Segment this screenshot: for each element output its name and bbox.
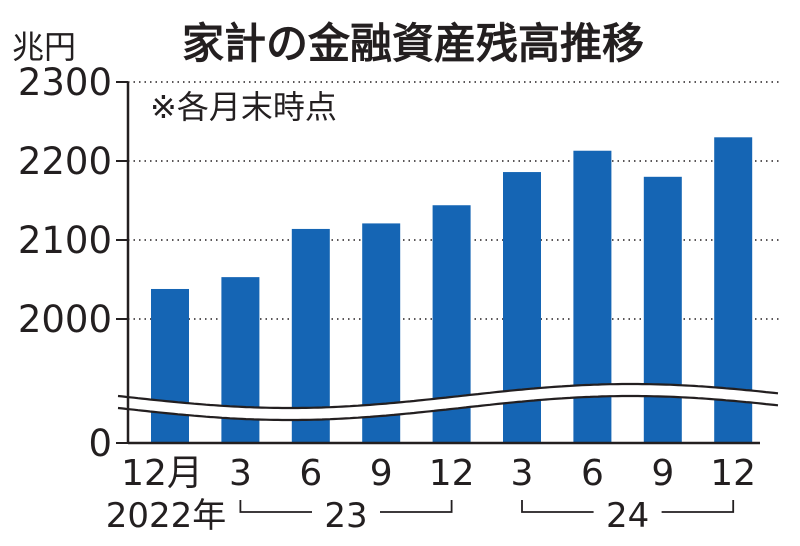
axis-break-band [118, 384, 780, 420]
bar [573, 150, 612, 444]
x-tick-label: 9 [370, 453, 393, 494]
x-tick-label: 3 [511, 453, 534, 494]
y-tick-label: 2000 [18, 298, 112, 341]
y-tick-label: 2300 [18, 61, 112, 104]
year-label: 24 [606, 496, 649, 536]
year-label: 2022年 [106, 496, 227, 536]
y-tick-label: 2200 [18, 140, 112, 183]
x-tick-label: 6 [581, 453, 604, 494]
axis-break-line [117, 394, 779, 422]
x-tick-label: 12 [429, 453, 475, 494]
axis-break [117, 382, 780, 422]
bar [151, 288, 189, 443]
x-tick-label: 6 [299, 453, 322, 494]
year-bracket [239, 500, 312, 513]
bar [643, 176, 682, 444]
y-tick-label: 0 [88, 422, 112, 465]
x-tick-label: 3 [229, 453, 252, 494]
unit-label: 兆円 [12, 28, 76, 66]
year-label: 23 [324, 496, 367, 536]
chart-title: 家計の金融資産残高推移 [182, 19, 644, 68]
x-tick-label: 9 [651, 453, 674, 494]
axis-break-line [117, 382, 779, 410]
year-bracket [661, 500, 735, 513]
x-tick-label: 12 [710, 453, 756, 494]
axes [116, 81, 760, 445]
year-bracket [380, 500, 453, 513]
year-bracket [521, 500, 594, 513]
y-tick-label: 2100 [18, 219, 112, 262]
x-tick-label: 12月 [121, 453, 203, 494]
chart-note: ※各月末時点 [150, 88, 337, 126]
